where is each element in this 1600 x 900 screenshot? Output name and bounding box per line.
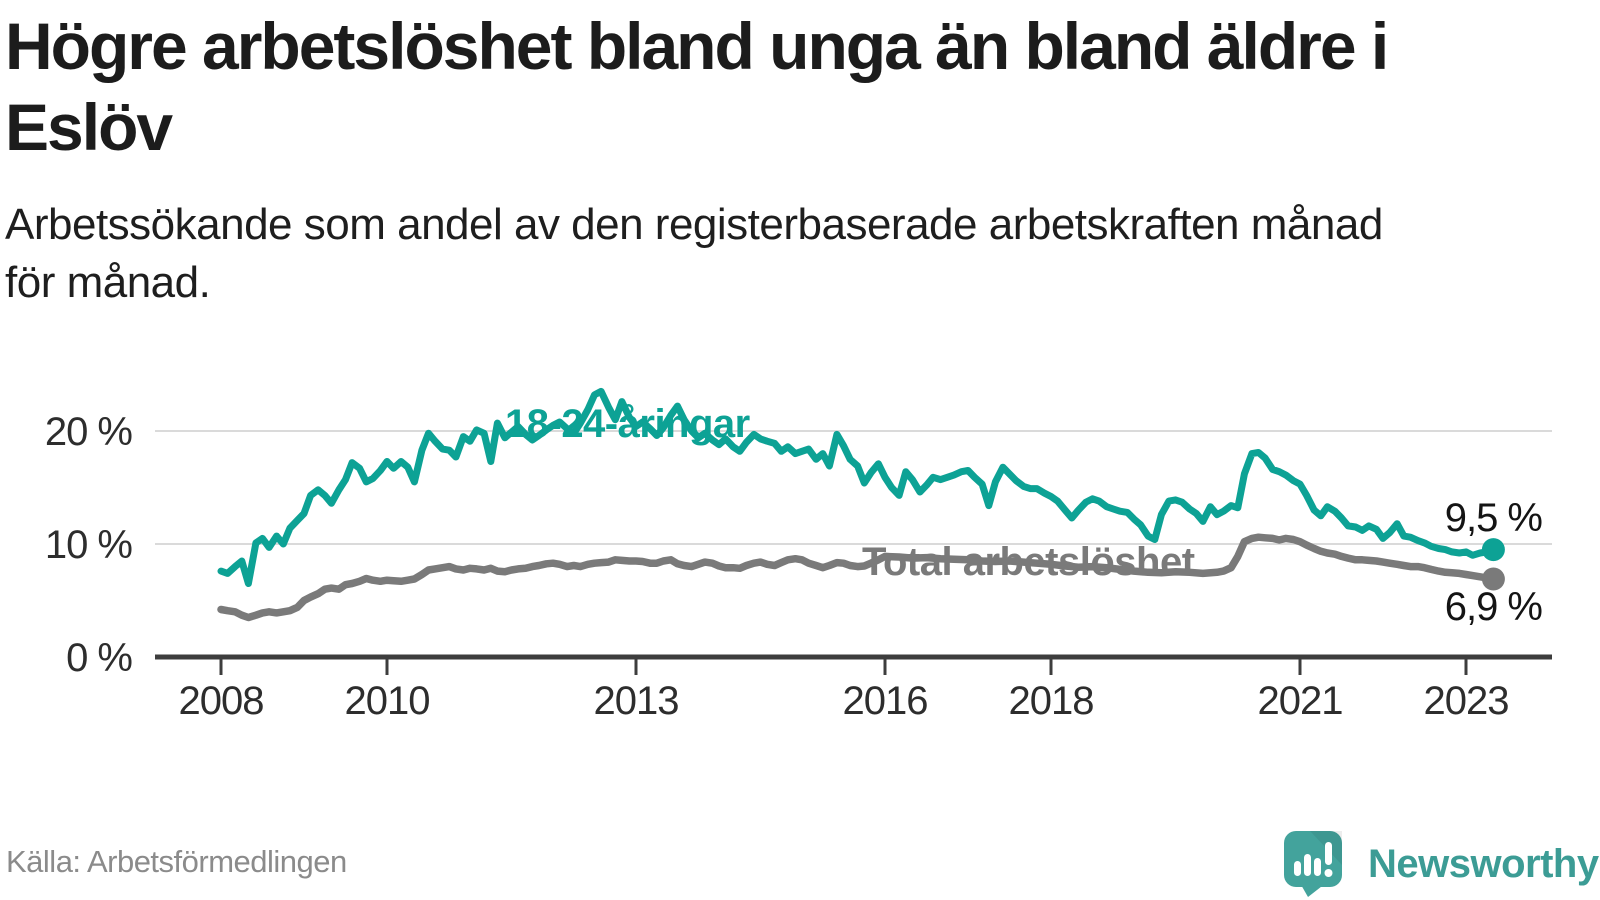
logo-exclamation-icon — [1325, 842, 1332, 865]
logo-bubble-tail — [1300, 883, 1326, 897]
end-value-label-youth: 9,5 % — [1445, 496, 1543, 540]
unemployment-line-chart: 0 % 10 % 20 % 2008 2010 2013 2016 2018 2021 2023 1… — [45, 387, 1552, 723]
x-tick-label: 2010 — [345, 679, 430, 723]
newsworthy-logo-text: Newsworthy — [1368, 841, 1599, 886]
newsworthy-logo: Newsworthy — [1284, 831, 1599, 897]
y-tick-label: 20 % — [45, 410, 133, 454]
x-tick-label: 2021 — [1258, 679, 1343, 723]
y-tick-label: 10 % — [45, 523, 133, 567]
source-note: Källa: Arbetsförmedlingen — [6, 844, 347, 879]
x-tick-label: 2016 — [843, 679, 928, 723]
series-label-youth-18-24: 18-24-åringar — [505, 402, 750, 446]
x-tick-label: 2013 — [594, 679, 679, 723]
logo-bar-chart-icon — [1314, 858, 1321, 876]
page-title: Högre arbetslöshet bland unga än bland ä… — [5, 6, 1595, 167]
logo-bar-chart-icon — [1294, 861, 1301, 876]
page-title-line2: Eslöv — [5, 89, 173, 164]
end-value-label-total: 6,9 % — [1445, 585, 1543, 629]
page-title-line1: Högre arbetslöshet bland unga än bland ä… — [5, 9, 1389, 83]
y-tick-label: 0 % — [66, 636, 132, 680]
series-line-total — [217, 533, 1498, 622]
x-tick-label: 2023 — [1424, 679, 1509, 723]
x-tick-label: 2008 — [179, 679, 264, 723]
logo-exclamation-icon — [1324, 869, 1333, 877]
series-end-dot-youth — [1481, 538, 1505, 562]
series-label-total: Total arbetslöshet — [862, 540, 1195, 584]
logo-bar-chart-icon — [1304, 854, 1311, 876]
chart-subtitle-line1: Arbetssökande som andel av den registerb… — [5, 200, 1383, 249]
chart-subtitle: Arbetssökande som andel av den registerb… — [5, 196, 1565, 312]
series-end-dot-total — [1481, 567, 1505, 591]
newsworthy-logo-icon — [1284, 831, 1342, 897]
x-tick-label: 2018 — [1009, 679, 1094, 723]
chart-subtitle-line2: för månad. — [5, 258, 211, 308]
series-line-youth-18-24 — [217, 387, 1497, 587]
